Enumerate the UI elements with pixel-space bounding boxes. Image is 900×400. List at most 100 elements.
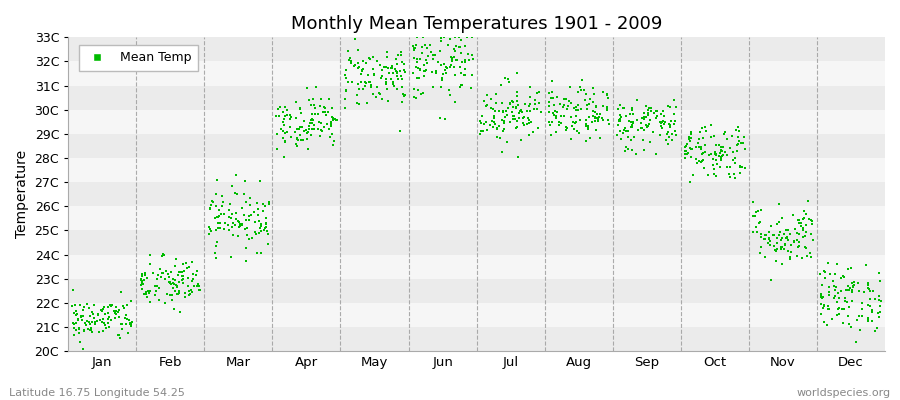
Point: [724, 174, 738, 180]
Point: [449, 57, 464, 64]
Point: [322, 126, 337, 132]
Point: [814, 271, 828, 277]
Point: [774, 236, 788, 243]
Point: [770, 258, 784, 264]
Point: [720, 136, 734, 142]
Point: [76, 313, 90, 319]
Point: [706, 166, 721, 172]
Point: [730, 142, 744, 148]
Point: [209, 203, 223, 210]
Point: [113, 289, 128, 295]
Point: [814, 311, 828, 317]
Point: [112, 335, 127, 341]
Point: [125, 319, 140, 325]
Point: [84, 327, 98, 334]
Point: [407, 93, 421, 100]
Point: [692, 158, 706, 164]
Point: [572, 117, 587, 123]
Point: [846, 284, 860, 290]
Point: [863, 288, 878, 294]
Text: Latitude 16.75 Longitude 54.25: Latitude 16.75 Longitude 54.25: [9, 388, 184, 398]
Point: [816, 319, 831, 325]
Point: [568, 120, 582, 126]
Point: [661, 128, 675, 135]
Point: [234, 221, 248, 228]
Point: [582, 135, 597, 141]
Point: [517, 115, 531, 122]
Point: [325, 141, 339, 148]
Point: [221, 214, 236, 220]
Point: [621, 128, 635, 134]
Point: [91, 311, 105, 317]
Point: [681, 136, 696, 143]
Point: [475, 128, 490, 134]
Point: [637, 114, 652, 120]
Point: [835, 319, 850, 326]
Point: [351, 101, 365, 108]
Point: [225, 224, 239, 230]
Point: [637, 116, 652, 123]
Point: [372, 90, 386, 96]
Point: [509, 104, 524, 111]
Point: [118, 315, 132, 321]
Point: [434, 83, 448, 90]
Point: [122, 319, 137, 326]
Point: [555, 104, 570, 110]
Point: [82, 318, 96, 325]
Point: [383, 76, 398, 82]
Point: [66, 319, 80, 326]
Point: [453, 64, 467, 70]
Point: [818, 269, 832, 276]
Point: [259, 221, 274, 228]
Point: [434, 35, 448, 41]
Point: [398, 92, 412, 98]
Point: [426, 52, 440, 58]
Point: [342, 56, 356, 63]
Point: [394, 98, 409, 105]
Point: [326, 116, 340, 122]
Point: [861, 286, 876, 292]
Point: [418, 42, 433, 48]
Point: [554, 112, 568, 119]
Point: [436, 77, 450, 83]
Point: [614, 136, 628, 142]
Point: [635, 114, 650, 121]
Point: [726, 149, 741, 155]
Point: [256, 227, 271, 233]
Point: [166, 280, 181, 287]
Point: [283, 116, 297, 122]
Point: [695, 124, 709, 131]
Point: [586, 99, 600, 105]
Point: [846, 283, 860, 289]
Point: [861, 317, 876, 324]
Point: [209, 226, 223, 233]
Point: [363, 55, 377, 62]
Point: [738, 146, 752, 152]
Point: [684, 146, 698, 153]
Point: [496, 108, 510, 115]
Point: [854, 313, 868, 319]
Point: [192, 287, 206, 294]
Point: [780, 236, 795, 243]
Point: [269, 112, 284, 119]
Point: [794, 223, 808, 230]
Point: [828, 271, 842, 278]
Point: [797, 233, 812, 240]
Point: [796, 234, 811, 240]
Point: [646, 128, 661, 135]
Point: [586, 113, 600, 120]
Point: [178, 290, 193, 296]
Point: [253, 178, 267, 184]
Point: [120, 316, 134, 322]
Point: [754, 231, 769, 238]
Point: [830, 261, 844, 267]
Point: [76, 306, 90, 313]
Point: [342, 57, 356, 64]
Point: [395, 76, 410, 82]
Point: [119, 320, 133, 327]
Point: [294, 109, 309, 116]
Point: [564, 136, 579, 142]
Point: [824, 271, 838, 277]
Point: [842, 287, 856, 294]
Point: [611, 106, 625, 112]
